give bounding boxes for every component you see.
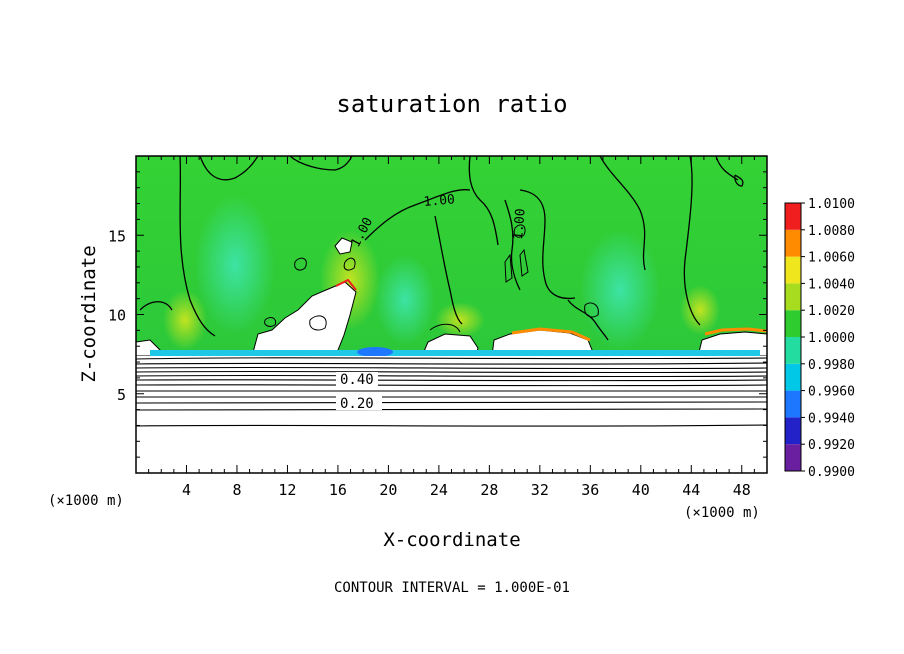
field-feature <box>580 230 660 350</box>
subsaturated-band <box>150 350 760 356</box>
x-axis-title: X-coordinate <box>383 529 520 551</box>
x-unit-label-right: (×1000 m) <box>684 505 760 521</box>
y-axis-title: Z-coordinate <box>78 245 100 382</box>
colorbar-label: 1.0020 <box>808 304 855 319</box>
cloud-rim <box>511 327 591 342</box>
contour-lines-lower <box>136 357 767 427</box>
field-feature <box>195 195 275 335</box>
dry-region <box>136 356 767 473</box>
colorbar-label: 1.0100 <box>808 197 855 212</box>
x-tick-label: 32 <box>531 481 549 499</box>
colorbar-swatch <box>785 444 801 471</box>
cloud-region <box>251 281 357 357</box>
colorbar-swatch <box>785 337 801 364</box>
x-tick-label: 12 <box>278 481 296 499</box>
cloud-rim <box>335 278 357 291</box>
contour-label-bg <box>336 372 378 386</box>
x-tick-label: 44 <box>682 481 700 499</box>
colorbar-swatch <box>785 256 801 284</box>
colorbar-swatch <box>785 283 801 311</box>
field-feature <box>375 255 435 345</box>
contour-lines-upper <box>139 156 744 341</box>
x-axis-ticks: 4 8 12 16 20 24 28 32 36 40 44 48 <box>148 156 755 499</box>
cloud-region <box>334 237 353 255</box>
colorbar-label: 1.0060 <box>808 251 855 266</box>
contour-label-bg <box>336 396 382 410</box>
chart-title: saturation ratio <box>336 90 567 118</box>
x-tick-label: 28 <box>480 481 498 499</box>
x-tick-label: 40 <box>632 481 650 499</box>
colorbar-swatch <box>785 229 801 257</box>
colorbar-label: 0.9920 <box>808 438 855 453</box>
x-tick-label: 4 <box>182 481 191 499</box>
contour-label: 0.20 <box>340 396 374 412</box>
colorbar-label: 1.0000 <box>808 331 855 346</box>
colorbar: 0.9900 0.9920 0.9940 0.9960 0.9980 1.0000 1.00… <box>784 197 855 480</box>
x-tick-label: 16 <box>329 481 347 499</box>
plot-area: 0.40 0.20 1.00 1.00 1.00 <box>136 156 767 473</box>
contour-label: 1.00 <box>423 192 456 210</box>
field-feature <box>435 302 485 338</box>
subsaturated-band <box>357 347 393 357</box>
y-tick-label: 10 <box>108 307 126 325</box>
contour-label: 0.40 <box>340 372 374 388</box>
colorbar-swatch <box>785 417 801 445</box>
colorbar-swatch <box>785 203 801 230</box>
colorbar-label: 0.9900 <box>808 465 855 480</box>
x-tick-label: 8 <box>232 481 241 499</box>
colorbar-swatch <box>785 310 801 337</box>
colorbar-label: 1.0080 <box>808 224 855 239</box>
y-tick-label: 15 <box>108 227 126 245</box>
x-tick-label: 36 <box>581 481 599 499</box>
cloud-rim <box>704 327 767 336</box>
y-axis-ticks: 5 10 15 <box>108 171 767 458</box>
contour-label: 1.00 <box>511 208 529 241</box>
colorbar-label: 0.9960 <box>808 385 855 400</box>
colorbar-swatch <box>785 363 801 391</box>
x-tick-label: 24 <box>430 481 448 499</box>
colorbar-swatch <box>785 390 801 418</box>
colorbar-label: 0.9940 <box>808 411 855 426</box>
x-unit-label-left: (×1000 m) <box>48 493 124 509</box>
field-feature <box>163 290 207 350</box>
field-feature <box>680 285 720 335</box>
contour-interval-note: CONTOUR INTERVAL = 1.000E-01 <box>334 580 570 596</box>
colorbar-label: 1.0040 <box>808 277 855 292</box>
y-tick-label: 5 <box>117 386 126 404</box>
colorbar-label: 0.9980 <box>808 358 855 373</box>
contour-clusters <box>264 224 599 333</box>
x-tick-label: 48 <box>733 481 751 499</box>
x-tick-label: 20 <box>379 481 397 499</box>
